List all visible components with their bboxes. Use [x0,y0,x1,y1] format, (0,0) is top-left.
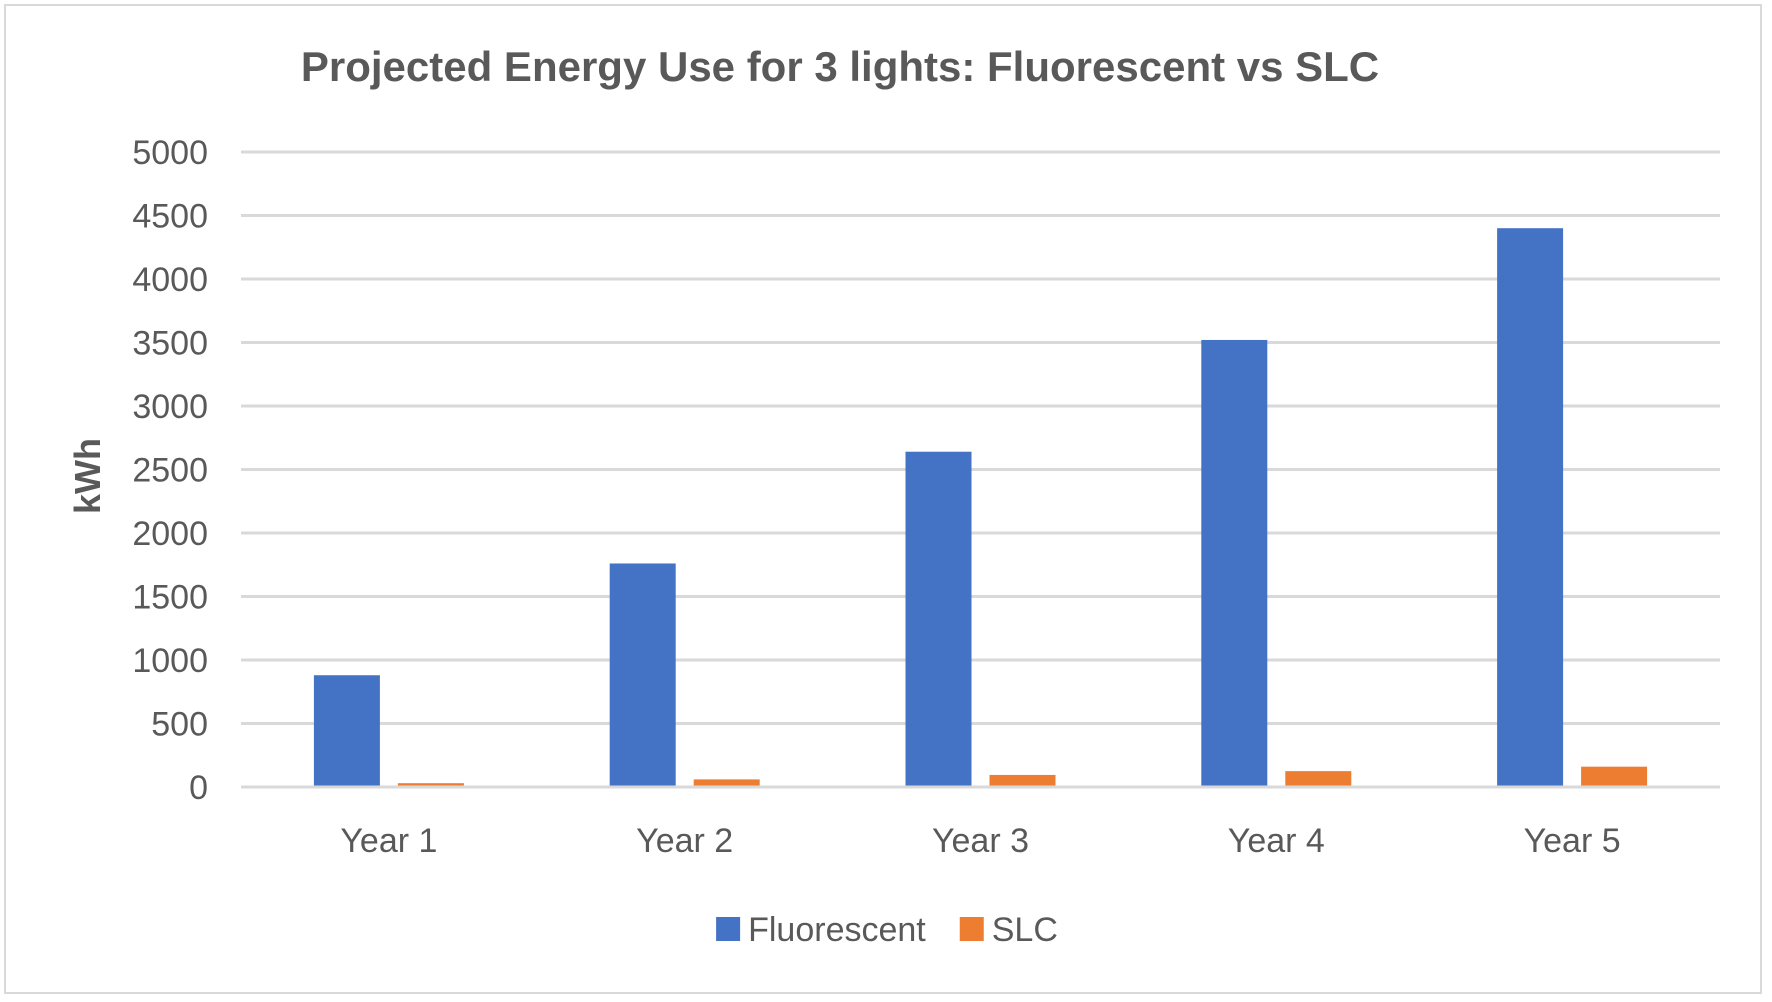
y-axis-ticks: 0 500 1000 1500 2000 2500 3000 3500 4000 4500 5000 [132,134,208,807]
gridlines [241,150,1720,725]
x-axis-ticks: Year 1 Year 2 Year 3 Year 4 Year 5 [340,822,1620,860]
legend-label: Fluorescent [748,911,926,949]
x-tick-label: Year 5 [1524,822,1621,860]
bar-fluorescent-1 [313,675,380,787]
y-tick-label: 500 [151,706,208,744]
bar-slc-1 [397,783,464,787]
y-tick-label: 3000 [132,388,208,426]
legend: Fluorescent SLC [716,911,1058,949]
x-tick-label: Year 2 [636,822,733,860]
y-tick-label: 1000 [132,642,208,680]
bar-slc-5 [1581,766,1648,787]
y-tick-label: 1500 [132,579,208,617]
legend-swatch-slc [959,917,984,941]
y-tick-label: 3500 [132,325,208,363]
bar-slc-2 [693,779,760,787]
x-tick-label: Year 1 [340,822,437,860]
y-tick-label: 4500 [132,198,208,236]
bar-fluorescent-5 [1497,228,1564,787]
bar-fluorescent-3 [905,451,972,787]
legend-swatch-fluorescent [716,917,741,941]
y-tick-label: 4000 [132,261,208,299]
bars [313,228,1648,787]
y-tick-label: 0 [189,769,208,807]
bar-slc-3 [989,774,1056,787]
x-tick-label: Year 3 [932,822,1029,860]
bar-fluorescent-2 [609,563,676,787]
y-tick-label: 2000 [132,515,208,553]
bar-fluorescent-4 [1201,339,1268,787]
x-tick-label: Year 4 [1228,822,1325,860]
bar-slc-4 [1285,771,1352,787]
chart-frame [4,4,1762,994]
legend-label: SLC [992,911,1058,949]
y-tick-label: 2500 [132,452,208,490]
y-axis-title: kWh [67,438,108,514]
chart-title: Projected Energy Use for 3 lights: Fluor… [301,43,1379,90]
y-tick-label: 5000 [132,134,208,172]
